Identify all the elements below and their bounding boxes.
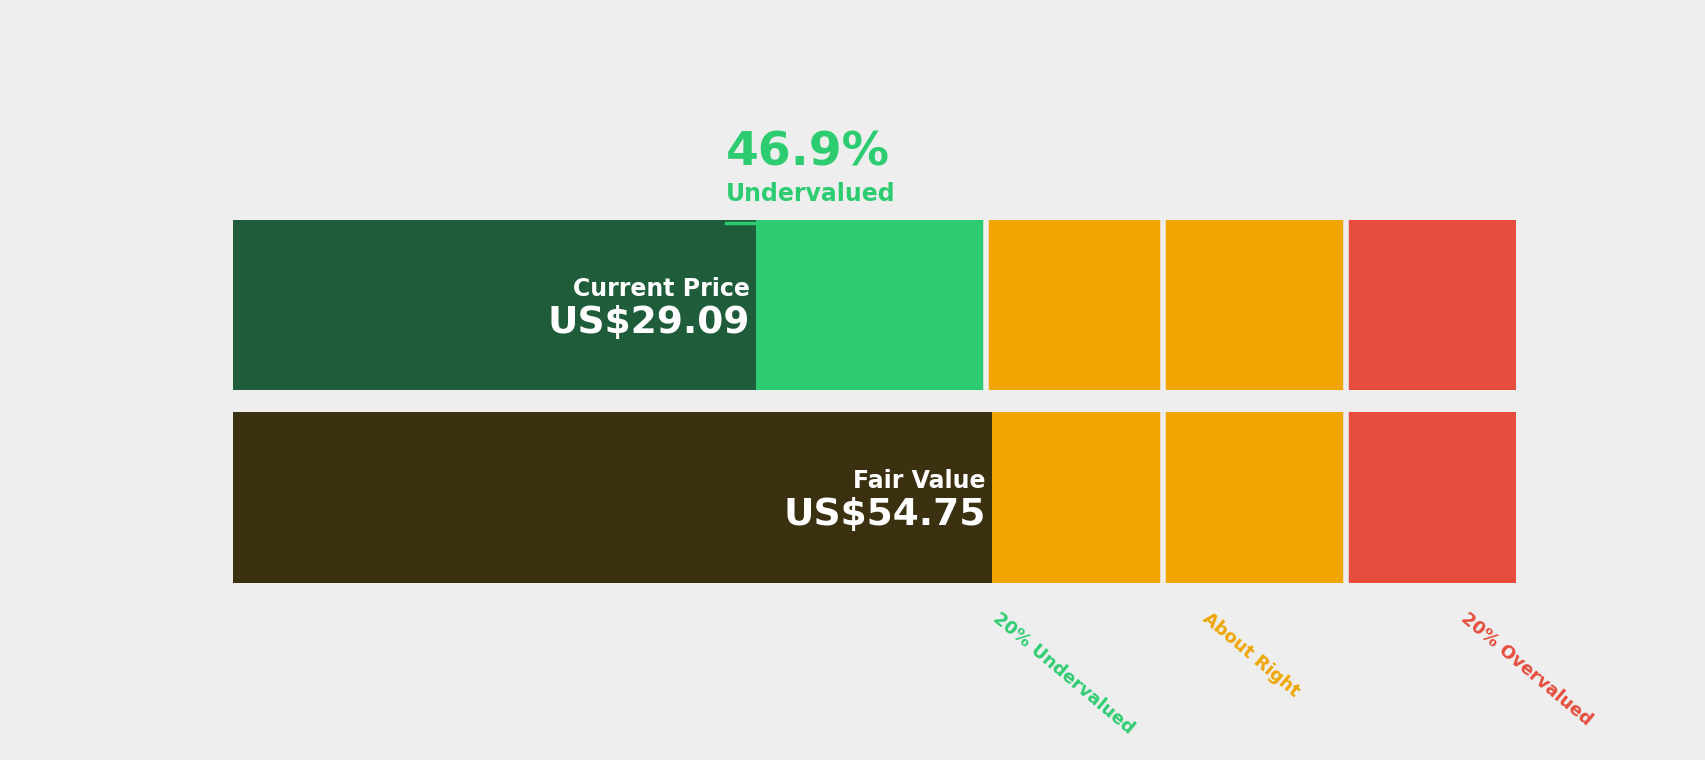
Text: About Right: About Right — [1199, 609, 1303, 701]
Text: US$29.09: US$29.09 — [547, 305, 748, 340]
Text: Fair Value: Fair Value — [852, 469, 985, 493]
FancyBboxPatch shape — [234, 220, 985, 583]
FancyBboxPatch shape — [1163, 220, 1345, 583]
FancyBboxPatch shape — [234, 391, 1514, 412]
FancyBboxPatch shape — [1345, 220, 1514, 583]
Text: 20% Undervalued: 20% Undervalued — [989, 609, 1137, 737]
FancyBboxPatch shape — [985, 220, 1163, 583]
Text: 20% Overvalued: 20% Overvalued — [1456, 609, 1594, 729]
FancyBboxPatch shape — [234, 220, 755, 391]
Text: Undervalued: Undervalued — [726, 182, 895, 206]
Text: US$54.75: US$54.75 — [783, 497, 985, 533]
Text: Current Price: Current Price — [573, 277, 748, 301]
Text: 46.9%: 46.9% — [726, 130, 890, 175]
FancyBboxPatch shape — [234, 412, 992, 583]
